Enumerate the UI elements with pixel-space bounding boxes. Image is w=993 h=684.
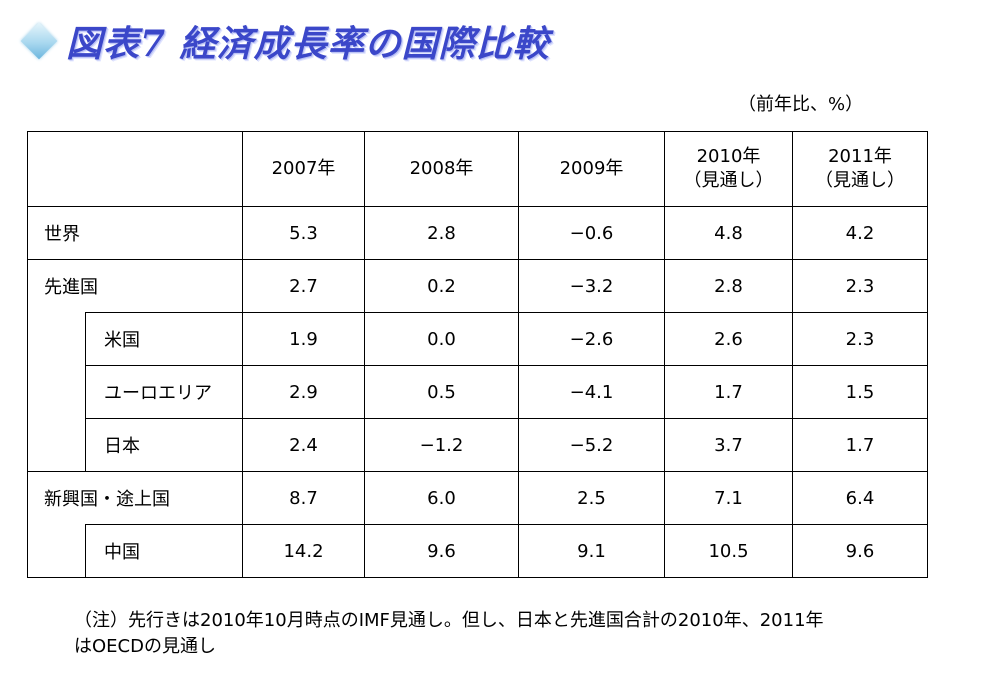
unit-label: （前年比、%）	[738, 94, 864, 115]
table-row-japan: 日本 2.4 −1.2 −5.2 3.7 1.7	[27, 418, 928, 472]
row-label: 先進国	[27, 259, 243, 313]
table-cell: 3.7	[664, 418, 793, 472]
row-label: 日本	[85, 418, 243, 472]
page-title: 図表7 経済成長率の国際比較	[66, 23, 550, 65]
table-cell: −3.2	[518, 259, 665, 313]
growth-rate-table: 2007年 2008年 2009年 2010年 （見通し） 2011年 （見通し…	[27, 131, 928, 578]
table-row-euro: ユーロエリア 2.9 0.5 −4.1 1.7 1.5	[27, 365, 928, 419]
table-cell: 2.3	[792, 312, 928, 366]
column-header: 2009年	[518, 131, 665, 207]
column-header: 2011年 （見通し）	[792, 131, 928, 207]
table-row-us: 米国 1.9 0.0 −2.6 2.6 2.3	[27, 312, 928, 366]
table-cell: 2.4	[242, 418, 365, 472]
indent-cell	[27, 418, 86, 472]
indent-cell	[27, 312, 86, 366]
table-cell: 1.7	[664, 365, 793, 419]
table-cell: 2.3	[792, 259, 928, 313]
table-cell: 2.9	[242, 365, 365, 419]
row-label: 新興国・途上国	[27, 471, 243, 525]
table-cell: 2.7	[242, 259, 365, 313]
row-label: 米国	[85, 312, 243, 366]
table-cell: −4.1	[518, 365, 665, 419]
table-cell: −0.6	[518, 206, 665, 260]
title-area: 図表7 経済成長率の国際比較	[20, 12, 550, 70]
indent-cell	[27, 524, 86, 578]
table-cell: 10.5	[664, 524, 793, 578]
table-cell: 9.1	[518, 524, 665, 578]
table-cell: −2.6	[518, 312, 665, 366]
header-row: 2007年 2008年 2009年 2010年 （見通し） 2011年 （見通し…	[27, 131, 928, 207]
table-cell: 1.5	[792, 365, 928, 419]
table-cell: 5.3	[242, 206, 365, 260]
table-cell: 2.8	[664, 259, 793, 313]
row-label: ユーロエリア	[85, 365, 243, 419]
table-row-advanced: 先進国 2.7 0.2 −3.2 2.8 2.3	[27, 259, 928, 313]
table-cell: 2.6	[664, 312, 793, 366]
column-header: 2008年	[364, 131, 519, 207]
table-cell: 4.8	[664, 206, 793, 260]
row-label: 中国	[85, 524, 243, 578]
table-cell: 2.5	[518, 471, 665, 525]
column-header: 2010年 （見通し）	[664, 131, 793, 207]
table-cell: 6.4	[792, 471, 928, 525]
table-row-china: 中国 14.2 9.6 9.1 10.5 9.6	[27, 524, 928, 578]
table-cell: 7.1	[664, 471, 793, 525]
table-cell: 9.6	[792, 524, 928, 578]
table-cell: 6.0	[364, 471, 519, 525]
table-cell: 4.2	[792, 206, 928, 260]
column-header: 2007年	[242, 131, 365, 207]
footnote-line: （注）先行きは2010年10月時点のIMF見通し。但し、日本と先進国合計の201…	[74, 610, 824, 631]
table-cell: 0.2	[364, 259, 519, 313]
table-cell: 0.5	[364, 365, 519, 419]
table-cell: 1.7	[792, 418, 928, 472]
table-cell: −5.2	[518, 418, 665, 472]
table-cell: 14.2	[242, 524, 365, 578]
table-cell: 2.8	[364, 206, 519, 260]
table-cell: −1.2	[364, 418, 519, 472]
diamond-bullet-icon	[20, 22, 58, 60]
table-row-world: 世界 5.3 2.8 −0.6 4.8 4.2	[27, 206, 928, 260]
table-cell: 1.9	[242, 312, 365, 366]
table-cell: 9.6	[364, 524, 519, 578]
table-cell: 0.0	[364, 312, 519, 366]
row-label: 世界	[27, 206, 243, 260]
table-row-emerging: 新興国・途上国 8.7 6.0 2.5 7.1 6.4	[27, 471, 928, 525]
header-corner-cell	[27, 131, 243, 207]
table-cell: 8.7	[242, 471, 365, 525]
footnote: （注）先行きは2010年10月時点のIMF見通し。但し、日本と先進国合計の201…	[74, 608, 974, 660]
indent-cell	[27, 365, 86, 419]
footnote-line: はOECDの見通し	[74, 636, 216, 657]
